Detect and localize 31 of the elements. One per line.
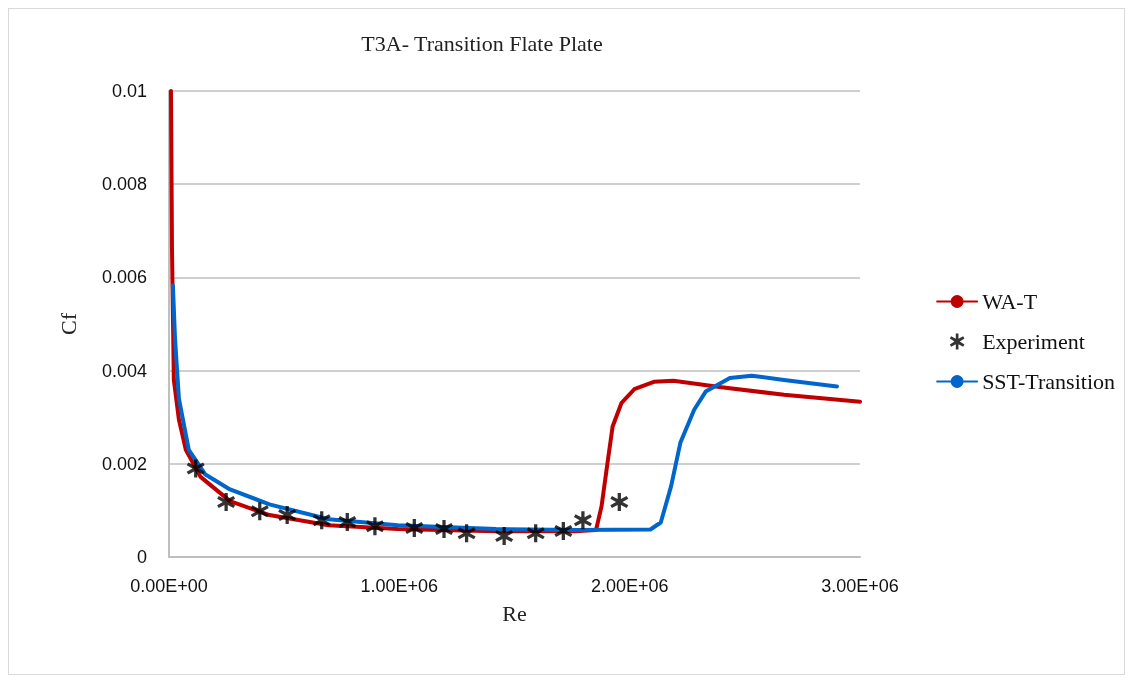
y-tick-label: 0.004 [101,360,147,381]
legend-label: SST-Transition [982,369,1115,394]
x-tick-label: 3.00E+06 [821,576,899,596]
y-tick-label: 0.006 [101,267,147,288]
x-tick-label: 1.00E+06 [360,576,439,596]
x-axis-title: Re [502,600,527,626]
legend-label: WA-T [982,289,1038,314]
y-tick-label: 0.008 [101,174,147,195]
point [338,513,357,532]
point [278,506,297,525]
point [573,511,592,530]
point [435,520,454,539]
point [457,524,476,543]
point [312,511,331,530]
point [526,524,545,543]
chart-title: T3A- Transition Flate Plate [361,30,603,56]
y-tick-label: 0.002 [101,453,147,474]
point [495,527,514,546]
y-tick-label: 0 [136,547,147,567]
legend-label: Experiment [982,329,1085,354]
point [610,493,629,512]
x-tick-label: 2.00E+06 [590,576,669,596]
point [217,493,236,512]
y-tick-label: 0.01 [111,81,147,101]
point [250,502,269,521]
point [186,459,205,478]
point [365,517,384,536]
point [405,519,424,538]
point [554,521,573,540]
x-tick-label: 0.00E+00 [130,576,208,596]
y-axis-title: Cf [55,312,81,335]
